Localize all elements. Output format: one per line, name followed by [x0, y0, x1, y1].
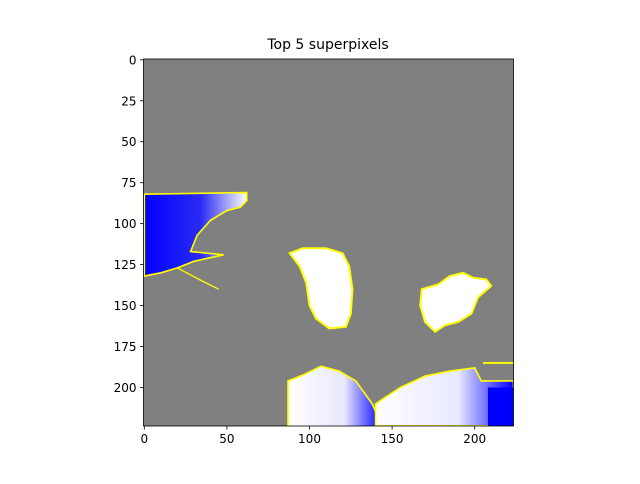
axes-frame [143, 58, 514, 427]
y-tick-label: 0 [129, 53, 137, 67]
image [143, 59, 514, 426]
x-tick-label: 100 [298, 432, 321, 446]
superpixel-region [487, 387, 514, 426]
superpixel [143, 191, 248, 278]
x-tick-label: 0 [141, 432, 149, 446]
y-tick-label: 50 [121, 135, 136, 149]
y-tick-label: 75 [121, 176, 136, 190]
y-tick-label: 150 [114, 299, 137, 313]
x-tick-label: 150 [381, 432, 404, 446]
y-tick-label: 125 [114, 258, 137, 272]
superpixel-edge [177, 267, 219, 290]
image-background [143, 59, 514, 426]
chart-title: Top 5 superpixels [266, 37, 388, 53]
superpixel [374, 366, 514, 426]
x-tick-label: 50 [219, 432, 234, 446]
y-tick-label: 25 [121, 94, 136, 108]
superpixel [419, 271, 493, 334]
y-tick-label: 200 [114, 381, 137, 395]
x-tick-label: 200 [463, 432, 486, 446]
superpixel [287, 365, 383, 426]
superpixel [288, 247, 354, 330]
y-tick-label: 175 [114, 340, 137, 354]
y-tick-label: 100 [114, 217, 137, 231]
